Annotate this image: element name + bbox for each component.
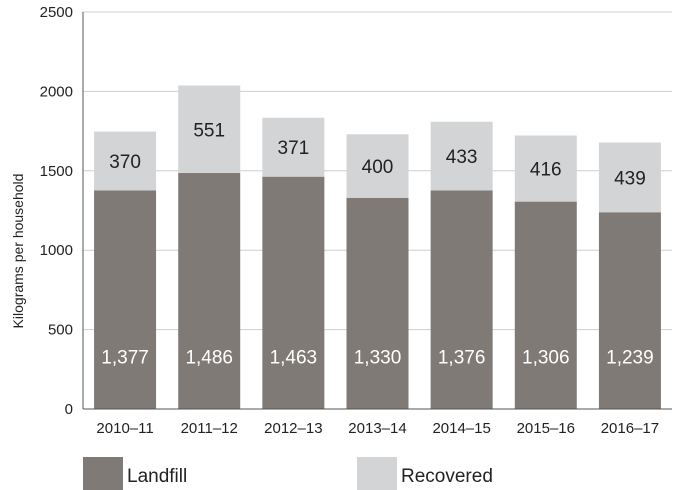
legend: Landfill Recovered [83, 457, 493, 490]
x-tick-label: 2011–12 [181, 420, 238, 437]
y-tick-label: 0 [65, 401, 73, 418]
data-label-recovered: 551 [193, 120, 225, 141]
legend-swatch-landfill [83, 457, 123, 490]
data-label-recovered: 400 [362, 157, 394, 178]
bar-recovered-3 [346, 134, 409, 198]
data-label-landfill: 1,306 [522, 348, 570, 369]
bar-landfill-3 [346, 197, 409, 409]
bar-recovered-5 [514, 135, 577, 202]
x-tick-label: 2016–17 [601, 420, 659, 437]
bar-landfill-2 [262, 176, 325, 409]
data-label-recovered: 416 [530, 160, 562, 181]
x-tick-label: 2013–14 [348, 420, 406, 437]
legend-label-landfill: Landfill [127, 466, 187, 487]
data-label-landfill: 1,377 [101, 348, 149, 369]
x-tick-labels: 2010–11 2011–12 2012–13 2013–14 2014–15 2015–… [96, 420, 659, 437]
data-label-landfill: 1,376 [438, 348, 486, 369]
bar-landfill-6 [598, 212, 661, 409]
axes [82, 12, 672, 410]
bar-landfill-1 [178, 173, 241, 409]
y-axis-label: Kilograms per household [10, 174, 26, 329]
data-label-recovered: 433 [446, 147, 478, 168]
y-tick-label: 500 [48, 322, 73, 339]
bars: 1,377 370 1,486 551 1,463 371 1,330 400 1,376 433… [94, 85, 661, 409]
legend-swatch-recovered [357, 457, 397, 490]
data-label-recovered: 370 [109, 152, 141, 173]
bar-landfill-5 [514, 201, 577, 409]
y-tick-label: 2500 [40, 4, 73, 21]
data-label-landfill: 1,486 [185, 348, 233, 369]
data-label-landfill: 1,463 [270, 348, 318, 369]
bar-recovered-2 [262, 117, 325, 177]
x-tick-label: 2015–16 [517, 420, 575, 437]
y-tick-label: 1500 [40, 163, 73, 180]
bar-landfill-0 [94, 190, 157, 409]
x-tick-label: 2012–13 [264, 420, 322, 437]
bar-recovered-0 [94, 131, 157, 191]
data-label-landfill: 1,330 [354, 348, 402, 369]
x-tick-label: 2010–11 [96, 420, 153, 437]
bar-recovered-6 [598, 142, 661, 213]
bar-landfill-4 [430, 190, 493, 409]
y-tick-label: 1000 [40, 242, 73, 259]
x-tick-label: 2014–15 [432, 420, 490, 437]
data-label-recovered: 439 [614, 168, 646, 189]
bar-recovered-4 [430, 121, 493, 191]
bar-recovered-1 [178, 85, 241, 174]
data-label-landfill: 1,239 [606, 348, 654, 369]
y-tick-labels: 0 500 1000 1500 2000 2500 [40, 4, 73, 418]
y-tick-label: 2000 [40, 83, 73, 100]
legend-label-recovered: Recovered [401, 466, 493, 487]
data-label-recovered: 371 [278, 138, 310, 159]
